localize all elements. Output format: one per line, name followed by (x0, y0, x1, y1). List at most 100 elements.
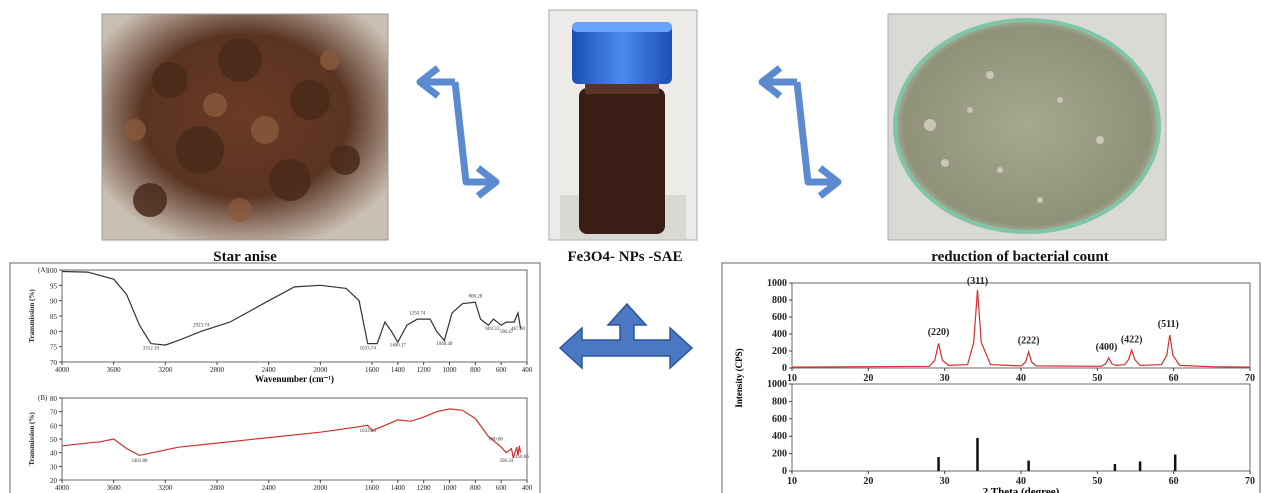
y-tick-label: 40 (50, 450, 58, 458)
panel-label: (B) (38, 394, 48, 402)
caption: Star anise (213, 249, 277, 265)
y-tick-label: 50 (50, 436, 58, 444)
y-tick-label: 800 (772, 396, 787, 407)
data-line (792, 290, 1250, 367)
peak-label: 2923.74 (193, 324, 210, 329)
x-axis-label: 2 Theta (degree) (983, 486, 1060, 493)
x-tick-label: 3200 (158, 484, 173, 492)
x-tick-label: 30 (940, 476, 950, 487)
y-tick-label: 1000 (767, 278, 787, 289)
x-tick-label: 2800 (210, 366, 225, 374)
x-tick-label: 4000 (55, 366, 70, 374)
x-tick-label: 70 (1245, 476, 1255, 487)
y-tick-label: 60 (50, 422, 58, 430)
y-tick-label: 75 (50, 344, 58, 352)
x-tick-label: 1000 (443, 484, 458, 492)
y-tick-label: 800 (772, 295, 787, 306)
xrd-panel (722, 263, 1260, 493)
figure: Star anise Fe3O4- NPs -SAE reduction of … (0, 0, 1261, 493)
y-tick-label: 600 (772, 312, 787, 323)
peak-label: 800.28 (468, 295, 482, 300)
panel-label: (A) (38, 266, 48, 274)
data-line (62, 272, 521, 346)
x-tick-label: 10 (787, 476, 797, 487)
peak-label: (220) (928, 327, 950, 338)
peak-label: (422) (1121, 335, 1143, 346)
peak-label: 3401.88 (131, 459, 148, 464)
plot-frame (62, 270, 527, 362)
x-tick-label: 1600 (365, 484, 380, 492)
y-tick-label: 95 (50, 282, 58, 290)
peak-label: (311) (967, 276, 988, 287)
x-tick-label: 50 (1092, 476, 1102, 487)
y-tick-label: 70 (50, 409, 58, 417)
x-tick-label: 20 (863, 373, 873, 384)
x-tick-label: 60 (1169, 373, 1179, 384)
x-tick-label: 50 (1092, 373, 1102, 384)
x-tick-label: 60 (1169, 476, 1179, 487)
y-tick-label: 85 (50, 313, 58, 321)
peak-label: 600.88 (489, 437, 503, 442)
plot-frame (792, 283, 1250, 368)
peak-label: 1400.17 (390, 344, 407, 349)
x-tick-label: 4000 (55, 484, 70, 492)
y-axis-label: Transmission (%) (28, 289, 36, 343)
x-tick-label: 70 (1245, 373, 1255, 384)
x-tick-label: 1400 (391, 366, 406, 374)
caption: Fe3O4- NPs -SAE (568, 249, 683, 265)
y-tick-label: 1000 (767, 379, 787, 390)
y-axis-label: Intensity (CPS) (734, 348, 744, 407)
x-tick-label: 30 (940, 373, 950, 384)
x-tick-label: 3200 (158, 366, 173, 374)
x-tick-label: 800 (470, 484, 481, 492)
x-tick-label: 2800 (210, 484, 225, 492)
peak-label: (222) (1018, 335, 1040, 346)
x-tick-label: 2400 (262, 484, 277, 492)
petri-dish-photo (888, 14, 1166, 240)
x-tick-label: 40 (1016, 373, 1026, 384)
nanoparticle-vial-photo (549, 10, 697, 240)
x-tick-label: 3600 (107, 366, 122, 374)
x-tick-label: 400 (522, 366, 533, 374)
x-tick-label: 400 (522, 484, 533, 492)
star-anise-photo (102, 14, 388, 240)
x-tick-label: 2000 (313, 366, 328, 374)
y-tick-label: 90 (50, 298, 58, 306)
y-axis-label: Transmission (%) (28, 412, 36, 466)
arrow-to-anise (420, 68, 496, 196)
x-tick-label: 10 (787, 373, 797, 384)
x-axis-label: Wavenumber (cm⁻¹) (255, 374, 334, 384)
peak-label: 669.33 (485, 327, 499, 332)
x-tick-label: 600 (496, 366, 507, 374)
y-tick-label: 200 (772, 449, 787, 460)
cross-arrow (560, 304, 692, 368)
y-tick-label: 80 (50, 395, 58, 403)
arrow-to-vial (762, 68, 838, 196)
y-tick-label: 600 (772, 414, 787, 425)
peak-label: 1633.94 (360, 429, 377, 434)
x-tick-label: 1200 (417, 484, 432, 492)
peak-label: 1250.74 (409, 311, 426, 316)
y-tick-label: 400 (772, 329, 787, 340)
y-tick-label: 200 (772, 346, 787, 357)
peak-label: 467.80 (511, 327, 525, 332)
x-tick-label: 20 (863, 476, 873, 487)
y-tick-label: 100 (47, 267, 58, 275)
peak-label: 450.66 (515, 455, 529, 460)
y-tick-label: 400 (772, 431, 787, 442)
x-tick-label: 800 (470, 366, 481, 374)
plot-frame (792, 384, 1250, 471)
x-tick-label: 2000 (313, 484, 328, 492)
peak-label: 3312.19 (143, 347, 160, 352)
x-tick-label: 2400 (262, 366, 277, 374)
y-tick-label: 30 (50, 463, 58, 471)
peak-label: (511) (1158, 319, 1179, 330)
x-tick-label: 1600 (365, 366, 380, 374)
peak-label: 1633.74 (360, 347, 377, 352)
x-tick-label: 600 (496, 484, 507, 492)
x-tick-label: 3600 (107, 484, 122, 492)
x-tick-label: 1400 (391, 484, 406, 492)
peak-label: (400) (1096, 342, 1118, 353)
peak-label: 1040.40 (436, 342, 453, 347)
graphical-abstract: Star anise Fe3O4- NPs -SAE reduction of … (0, 0, 1261, 493)
